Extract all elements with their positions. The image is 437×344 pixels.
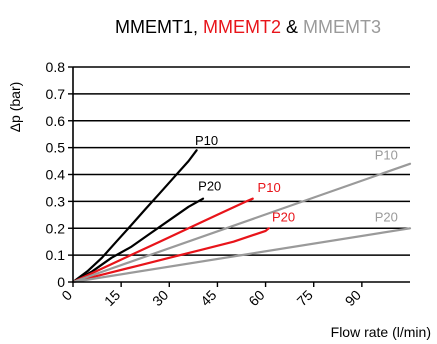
grid-lines (73, 66, 410, 256)
series-line-mmemt2-p10 (71, 197, 254, 284)
y-tick-label: 0.2 (46, 220, 66, 236)
x-tick-label: 45 (197, 287, 219, 309)
y-tick-label: 0.8 (46, 59, 66, 75)
annotations: P10 P20 P10 P20 P10 P20 (195, 133, 398, 225)
y-tick-label: 0.3 (46, 193, 66, 209)
x-tick-label: 60 (245, 287, 267, 309)
y-tick-label: 0.1 (46, 247, 66, 263)
x-tick-label: 90 (342, 287, 364, 309)
series-line-mmemt1-p10 (71, 149, 198, 284)
chart-title-part: , (193, 17, 203, 37)
series-label: P10 (375, 148, 398, 163)
series-label: P20 (272, 210, 295, 225)
y-tick-label: 0.7 (46, 86, 66, 102)
series-label: P10 (195, 133, 218, 148)
series-label: P20 (198, 179, 221, 194)
tick-labels: 0 0.1 0.2 0.3 0.4 0.5 0.6 0.7 0.8 0 15 30 45 60 75 90 (46, 59, 365, 309)
chart-title-part: MMEMT2 (203, 17, 281, 37)
y-tick-label: 0.6 (46, 113, 66, 129)
x-tick-label: 75 (294, 287, 316, 309)
chart-title-part: MMEMT1 (115, 17, 193, 37)
y-tick-label: 0.5 (46, 140, 66, 156)
series-label: P10 (258, 180, 281, 195)
series-label: P20 (375, 210, 398, 225)
y-tick-label: 0 (57, 274, 65, 290)
chart-title-part: MMEMT3 (303, 17, 381, 37)
axes (68, 66, 410, 287)
series-layer (71, 149, 412, 284)
x-tick-label: 30 (149, 287, 171, 309)
chart-title: MMEMT1, MMEMT2 & MMEMT3 (115, 17, 381, 37)
y-axis-label: Δp (bar) (7, 82, 23, 133)
x-tick-label: 0 (58, 287, 75, 304)
series-line-mmemt3-p10 (71, 162, 412, 284)
series-line-mmemt2-p20 (71, 227, 270, 284)
x-tick-label: 15 (101, 287, 123, 309)
series-line-mmemt1-p20 (71, 197, 205, 284)
x-axis-label: Flow rate (l/min) (331, 324, 431, 340)
chart-title-part: & (281, 17, 303, 37)
series-line-mmemt3-p20 (71, 227, 412, 284)
y-tick-label: 0.4 (46, 167, 66, 183)
